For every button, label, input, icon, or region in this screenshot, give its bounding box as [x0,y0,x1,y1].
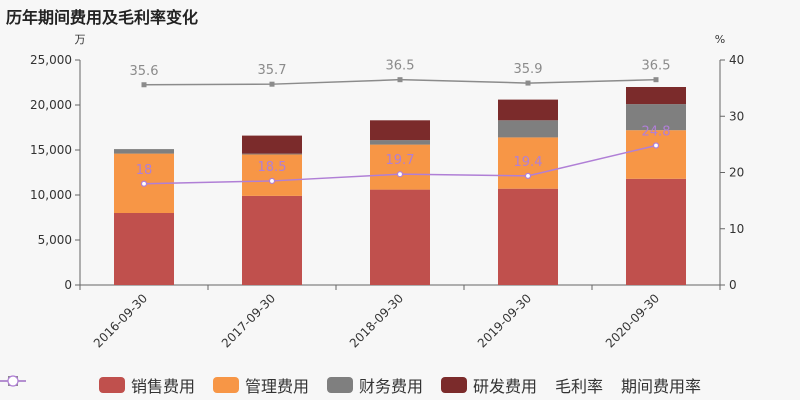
x-tick-label: 2016-09-30 [91,291,150,350]
data-label: 36.5 [642,59,671,74]
data-label: 18 [136,163,153,178]
bar-segment [114,149,174,154]
bar-segment [626,178,686,285]
legend-line-symbol [0,375,26,387]
line-point [525,80,531,86]
x-tick-label: 2018-09-30 [347,291,406,350]
line-point [653,77,659,83]
legend-item[interactable]: 期间费用率 [0,373,702,397]
y-left-tick-label: 5,000 [38,233,72,247]
data-label: 19.4 [514,155,543,170]
chart-legend: 销售费用 管理费用 财务费用 研发费用 毛利率 期间费用率 [0,373,800,397]
bar-segment [242,154,302,196]
legend-swatch [326,377,353,393]
legend-item[interactable]: 管理费用 [212,373,309,397]
y-right-tick-label: 20 [729,166,744,180]
legend-item[interactable]: 毛利率 [0,373,604,397]
bar-segment [626,87,686,105]
legend-label: 期间费用率 [621,377,702,396]
chart-title: 历年期间费用及毛利率变化 [6,8,199,27]
bar-segment [242,195,302,285]
line-point [524,172,532,179]
line-point [141,82,147,88]
data-label: 18.5 [258,160,287,175]
bar-segment [626,130,686,179]
legend-item[interactable]: 销售费用 [98,373,195,397]
line-point [397,77,403,83]
line-point [268,177,276,185]
chart-svg: 万 % 0 5,000 10,000 15,000 20,000 25,000 0 10 20 30 4… [30,33,744,350]
bar-segment [498,99,558,121]
y-left-tick-label: 15,000 [30,143,72,157]
data-label: 35.6 [130,64,159,79]
x-tick-label: 2020-09-30 [603,291,662,350]
bar-segment [242,135,302,154]
y-right-tick-label: 30 [729,109,744,123]
y-left-tick-label: 25,000 [30,53,72,67]
y-left-tick-label: 20,000 [30,98,72,112]
bar-segment [370,140,430,145]
legend-item[interactable]: 研发费用 [441,373,537,397]
legend-swatch [441,377,467,393]
data-label: 35.9 [514,62,543,77]
y-right-tick-label: 10 [729,222,744,236]
legend-swatch [212,377,239,393]
legend-label: 毛利率 [555,377,604,396]
bar-segment [114,213,174,285]
y-right-unit-label: % [715,33,725,46]
y-right-tick-label: 0 [729,278,737,292]
bar-segment [370,120,430,141]
data-label: 19.7 [386,153,415,168]
line-point [140,180,148,187]
bar-segment [498,120,558,138]
legend-label: 财务费用 [358,377,423,396]
bar-segment [498,188,558,285]
bar-segment [626,104,686,131]
y-right-tick-label: 40 [729,53,744,67]
y-left-tick-label: 10,000 [30,188,72,202]
y-left-unit-label: 万 [75,33,86,46]
legend-label: 管理费用 [244,377,309,396]
legend-swatch [98,377,125,393]
bar-segment [370,144,430,190]
line-point [269,81,275,87]
x-tick-label: 2017-09-30 [219,291,278,350]
bar-segment [370,189,430,285]
line-point [396,171,404,178]
bar-segment [242,153,302,155]
legend-label: 研发费用 [473,377,538,396]
y-left-tick-label: 0 [64,278,72,292]
x-tick-label: 2019-09-30 [475,291,534,350]
legend-label: 销售费用 [130,377,195,396]
data-label: 36.5 [386,59,415,74]
legend-item[interactable]: 财务费用 [326,373,423,397]
line-point [652,142,660,149]
bar-segment [498,137,558,189]
data-label: 24.8 [642,125,671,140]
data-label: 35.7 [258,63,287,78]
